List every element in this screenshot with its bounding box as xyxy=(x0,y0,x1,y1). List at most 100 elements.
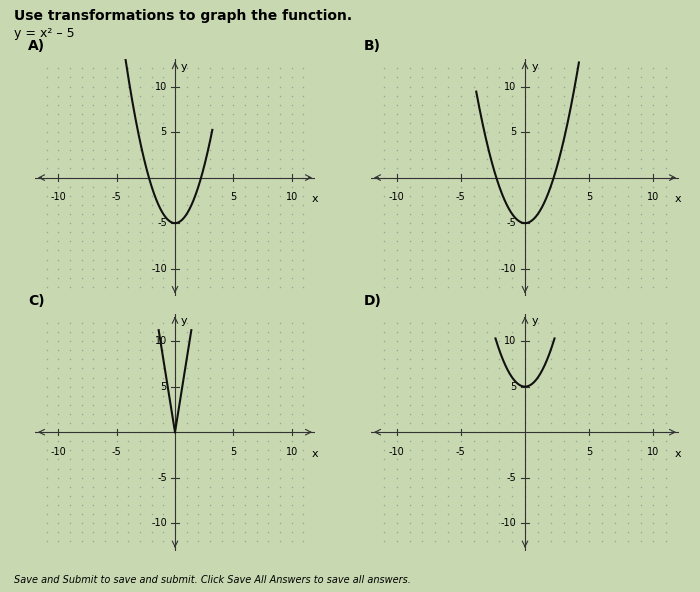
Point xyxy=(584,264,595,274)
Point xyxy=(298,346,309,355)
Point xyxy=(558,391,569,400)
Point xyxy=(481,173,492,182)
Point xyxy=(532,109,543,118)
Point xyxy=(532,509,543,519)
Point xyxy=(64,473,76,482)
Point xyxy=(507,118,518,128)
Point xyxy=(169,282,181,292)
Point xyxy=(416,491,428,501)
Point xyxy=(262,446,274,455)
Point xyxy=(204,63,216,73)
Point xyxy=(622,318,634,327)
Point xyxy=(239,173,251,182)
Point xyxy=(468,355,480,364)
Point xyxy=(545,109,557,118)
Point xyxy=(507,237,518,246)
Point xyxy=(609,264,620,274)
Point xyxy=(286,336,297,346)
Point xyxy=(193,200,204,210)
Point xyxy=(442,282,454,292)
Point xyxy=(64,118,76,128)
Point xyxy=(88,273,99,282)
Point xyxy=(519,146,531,155)
Point xyxy=(570,127,582,137)
Point xyxy=(378,318,389,327)
Point xyxy=(216,210,228,219)
Point xyxy=(648,537,659,546)
Point xyxy=(286,182,297,191)
Point xyxy=(274,164,286,173)
Point xyxy=(251,391,262,400)
Point xyxy=(519,210,531,219)
Point xyxy=(41,400,52,410)
Point xyxy=(146,118,158,128)
Point xyxy=(99,82,111,91)
Point xyxy=(391,246,402,255)
Point xyxy=(262,519,274,528)
Point xyxy=(468,346,480,355)
Point xyxy=(193,482,204,491)
Point xyxy=(622,237,634,246)
Point xyxy=(416,382,428,391)
Point xyxy=(584,446,595,455)
Point xyxy=(596,136,608,146)
Point xyxy=(64,191,76,201)
Point xyxy=(648,200,659,210)
Point xyxy=(416,146,428,155)
Point xyxy=(661,255,672,264)
Point xyxy=(507,391,518,400)
Point xyxy=(391,391,402,400)
Point xyxy=(181,346,193,355)
Point xyxy=(468,382,480,391)
Point xyxy=(468,91,480,101)
Point xyxy=(286,455,297,464)
Point xyxy=(545,419,557,428)
Point xyxy=(584,500,595,510)
Point xyxy=(442,155,454,164)
Point xyxy=(64,455,76,464)
Point xyxy=(468,100,480,110)
Point xyxy=(251,409,262,419)
Point xyxy=(391,482,402,491)
Point xyxy=(228,336,239,346)
Point xyxy=(391,173,402,182)
Point xyxy=(558,355,569,364)
Point xyxy=(274,346,286,355)
Point xyxy=(274,91,286,101)
Point xyxy=(558,155,569,164)
Point xyxy=(622,355,634,364)
Point xyxy=(146,427,158,437)
Point xyxy=(584,146,595,155)
Point xyxy=(262,109,274,118)
Point xyxy=(442,146,454,155)
Point xyxy=(442,164,454,173)
Point xyxy=(193,527,204,537)
Point xyxy=(158,464,169,474)
Point xyxy=(494,318,505,327)
Point xyxy=(262,210,274,219)
Point xyxy=(416,327,428,337)
Point xyxy=(274,382,286,391)
Point xyxy=(146,146,158,155)
Point xyxy=(635,63,646,73)
Point xyxy=(298,409,309,419)
Point xyxy=(99,282,111,292)
Point xyxy=(193,446,204,455)
Point xyxy=(216,400,228,410)
Point xyxy=(404,491,415,501)
Point xyxy=(661,155,672,164)
Point xyxy=(274,146,286,155)
Point xyxy=(251,482,262,491)
Point xyxy=(158,491,169,501)
Point xyxy=(507,164,518,173)
Point xyxy=(609,537,620,546)
Point xyxy=(584,318,595,327)
Point xyxy=(64,63,76,73)
Point xyxy=(391,427,402,437)
Point xyxy=(274,509,286,519)
Point xyxy=(64,363,76,373)
Point xyxy=(274,282,286,292)
Point xyxy=(519,273,531,282)
Point xyxy=(545,382,557,391)
Point xyxy=(545,373,557,382)
